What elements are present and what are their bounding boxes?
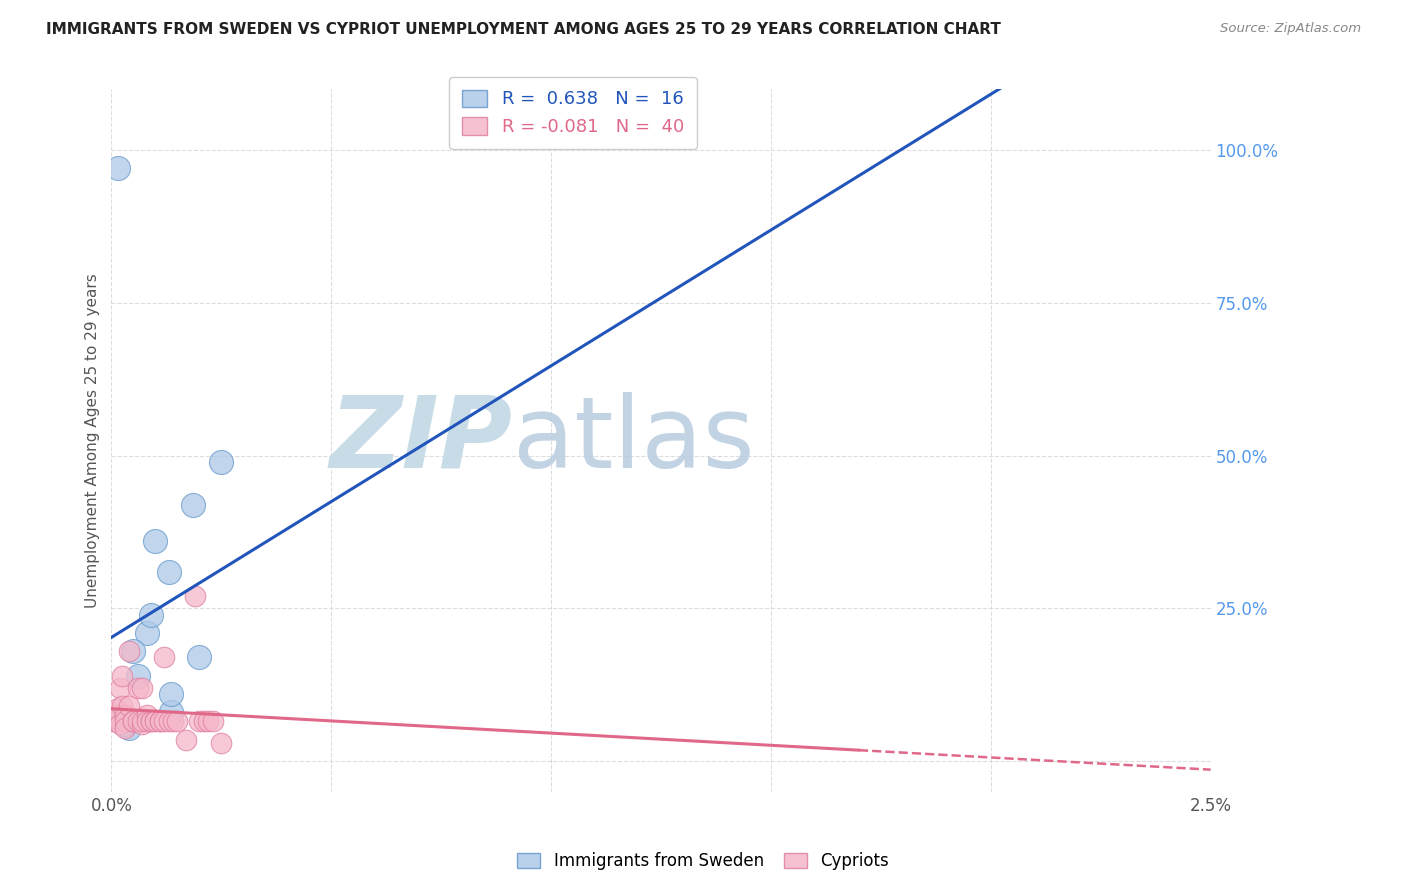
Point bbox=[127, 681, 149, 695]
Point bbox=[118, 644, 141, 658]
Point bbox=[122, 714, 145, 729]
Point bbox=[108, 681, 131, 695]
Point bbox=[149, 714, 172, 729]
Point bbox=[107, 161, 129, 176]
Point bbox=[201, 714, 224, 729]
Point bbox=[103, 714, 125, 729]
Y-axis label: Unemployment Among Ages 25 to 29 years: Unemployment Among Ages 25 to 29 years bbox=[86, 273, 100, 607]
Point bbox=[159, 706, 181, 720]
Point bbox=[188, 650, 211, 665]
Point bbox=[107, 708, 129, 723]
Point bbox=[111, 699, 134, 714]
Point bbox=[139, 607, 162, 622]
Point bbox=[135, 708, 157, 723]
Point bbox=[145, 534, 167, 549]
Point bbox=[197, 714, 219, 729]
Point bbox=[118, 699, 141, 714]
Point bbox=[139, 714, 162, 729]
Point bbox=[118, 721, 141, 735]
Point bbox=[184, 589, 207, 603]
Point bbox=[153, 650, 176, 665]
Point bbox=[162, 714, 184, 729]
Point bbox=[166, 714, 188, 729]
Point bbox=[108, 717, 131, 731]
Point bbox=[127, 668, 149, 682]
Point bbox=[131, 714, 153, 729]
Point bbox=[135, 714, 157, 729]
Point bbox=[209, 455, 232, 469]
Point bbox=[174, 733, 197, 747]
Point bbox=[131, 717, 153, 731]
Point bbox=[114, 721, 136, 735]
Point bbox=[135, 625, 157, 640]
Point bbox=[114, 714, 136, 729]
Point bbox=[188, 714, 211, 729]
Point bbox=[153, 714, 176, 729]
Text: atlas: atlas bbox=[513, 392, 754, 489]
Point bbox=[114, 717, 136, 731]
Point bbox=[149, 714, 172, 729]
Point bbox=[104, 702, 127, 716]
Text: IMMIGRANTS FROM SWEDEN VS CYPRIOT UNEMPLOYMENT AMONG AGES 25 TO 29 YEARS CORRELA: IMMIGRANTS FROM SWEDEN VS CYPRIOT UNEMPL… bbox=[46, 22, 1001, 37]
Point bbox=[108, 711, 131, 725]
Point bbox=[157, 714, 180, 729]
Point bbox=[193, 714, 215, 729]
Point bbox=[114, 708, 136, 723]
Legend: R =  0.638   N =  16, R = -0.081   N =  40: R = 0.638 N = 16, R = -0.081 N = 40 bbox=[450, 77, 697, 149]
Point bbox=[111, 668, 134, 682]
Point bbox=[181, 498, 204, 512]
Point bbox=[209, 736, 232, 750]
Point bbox=[159, 687, 181, 701]
Text: ZIP: ZIP bbox=[329, 392, 513, 489]
Point bbox=[127, 714, 149, 729]
Point bbox=[145, 714, 167, 729]
Point bbox=[122, 644, 145, 658]
Point bbox=[114, 714, 136, 729]
Legend: Immigrants from Sweden, Cypriots: Immigrants from Sweden, Cypriots bbox=[510, 846, 896, 877]
Text: Source: ZipAtlas.com: Source: ZipAtlas.com bbox=[1220, 22, 1361, 36]
Point bbox=[122, 714, 145, 729]
Point bbox=[131, 681, 153, 695]
Point bbox=[139, 714, 162, 729]
Point bbox=[157, 565, 180, 579]
Point bbox=[145, 713, 167, 727]
Point bbox=[104, 711, 127, 725]
